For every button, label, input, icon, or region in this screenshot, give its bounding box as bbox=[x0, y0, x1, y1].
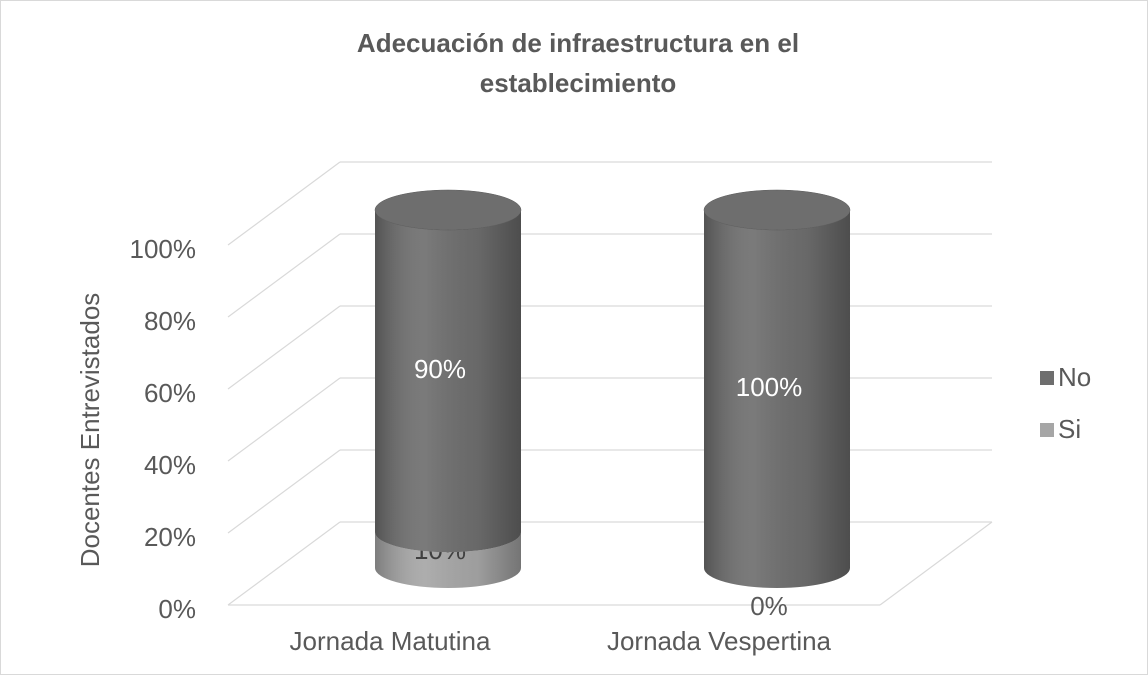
data-label: 0% bbox=[750, 591, 788, 621]
legend-swatch bbox=[1040, 423, 1054, 437]
y-tick-label: 0% bbox=[158, 594, 196, 624]
legend-label: Si bbox=[1058, 414, 1081, 444]
cylinder-shade bbox=[375, 210, 521, 553]
y-tick-label: 100% bbox=[130, 234, 197, 264]
legend-label: No bbox=[1058, 362, 1091, 392]
grid-line bbox=[227, 521, 341, 606]
y-tick-label: 40% bbox=[144, 450, 196, 480]
title-line: Adecuación de infraestructura en el bbox=[357, 28, 799, 58]
x-tick-label: Jornada Matutina bbox=[290, 626, 491, 656]
x-tick-label: Jornada Vespertina bbox=[607, 626, 832, 656]
legend-swatch bbox=[1040, 371, 1054, 385]
grid-line bbox=[227, 377, 341, 462]
y-tick-label: 20% bbox=[144, 522, 196, 552]
cylinder-cap bbox=[703, 189, 851, 231]
cylinder-cap bbox=[374, 189, 522, 231]
data-label: 90% bbox=[414, 354, 466, 384]
grid-line bbox=[227, 233, 341, 318]
grid-line bbox=[227, 305, 341, 390]
chart-title: Adecuación de infraestructura en el estab… bbox=[357, 28, 799, 98]
grid-line bbox=[227, 449, 341, 534]
y-tick-label: 80% bbox=[144, 306, 196, 336]
floor-edge bbox=[879, 521, 993, 606]
data-label: 100% bbox=[736, 372, 803, 402]
y-axis-label: Docentes Entrevistados bbox=[75, 293, 105, 568]
y-tick-label: 60% bbox=[144, 378, 196, 408]
title-line: establecimiento bbox=[480, 68, 677, 98]
grid-line bbox=[227, 161, 341, 246]
cylinder-shade bbox=[704, 210, 850, 588]
cylinder-shade bbox=[375, 532, 521, 588]
